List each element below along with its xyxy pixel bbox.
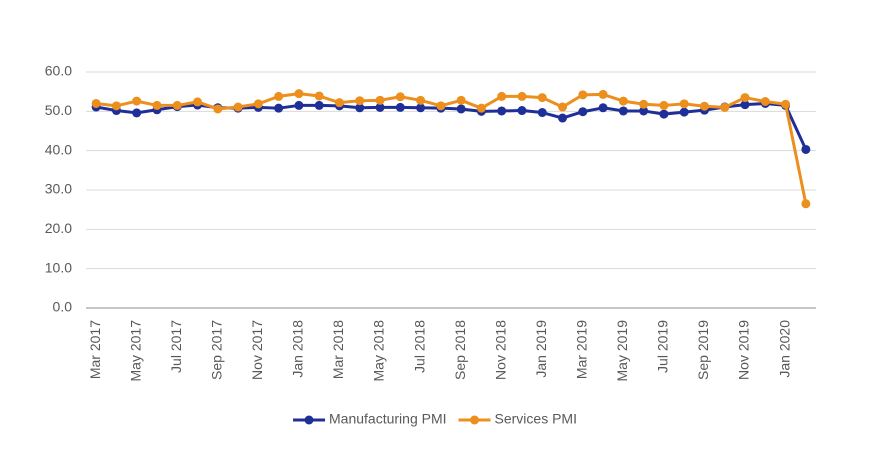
x-tick-label: Jul 2018 — [411, 320, 427, 373]
data-point — [294, 89, 304, 99]
x-tick-label: Jan 2019 — [533, 320, 549, 378]
x-tick-label: Jan 2020 — [776, 320, 792, 378]
data-point — [456, 104, 466, 114]
data-point — [699, 101, 709, 111]
data-point — [720, 102, 730, 112]
data-point — [375, 95, 385, 105]
data-point — [598, 89, 608, 99]
x-tick-label: Sep 2018 — [452, 320, 468, 380]
data-point — [355, 103, 365, 113]
data-point — [801, 144, 811, 154]
x-tick-label: Nov 2017 — [249, 320, 265, 380]
data-point — [517, 106, 527, 116]
data-point — [294, 100, 304, 110]
data-point — [416, 103, 426, 113]
data-point — [456, 95, 466, 105]
x-tick-label: Mar 2017 — [87, 320, 103, 379]
data-point — [274, 91, 284, 101]
data-point — [334, 98, 344, 108]
data-point — [537, 93, 547, 103]
legend-marker — [304, 415, 314, 425]
x-tick-label: Jul 2019 — [655, 320, 671, 373]
legend-label: Services PMI — [495, 411, 577, 427]
data-point — [659, 100, 669, 110]
data-point — [132, 108, 142, 118]
x-tick-label: Jul 2017 — [168, 320, 184, 373]
legend-marker — [470, 415, 480, 425]
data-point — [476, 103, 486, 113]
x-tick-label: Jan 2018 — [290, 320, 306, 378]
data-point — [213, 104, 223, 114]
data-point — [395, 92, 405, 102]
x-tick-label: May 2017 — [127, 320, 143, 382]
data-point — [639, 106, 649, 116]
legend-label: Manufacturing PMI — [329, 411, 447, 427]
data-point — [172, 100, 182, 110]
data-point — [679, 107, 689, 117]
data-point — [152, 100, 162, 110]
data-point — [314, 91, 324, 101]
data-point — [598, 103, 608, 113]
data-point — [740, 100, 750, 110]
series-line — [95, 101, 808, 151]
data-point — [355, 96, 365, 106]
data-point — [111, 101, 121, 111]
data-point — [436, 101, 446, 111]
data-point — [91, 98, 101, 108]
y-tick-label: 30.0 — [45, 181, 72, 197]
y-tick-label: 50.0 — [45, 102, 72, 118]
data-point — [740, 93, 750, 103]
data-point — [781, 99, 791, 109]
data-point — [760, 97, 770, 106]
y-tick-label: 10.0 — [45, 259, 72, 275]
data-point — [679, 99, 689, 109]
data-point — [132, 96, 142, 106]
x-tick-label: Sep 2019 — [695, 320, 711, 380]
data-point — [375, 102, 385, 112]
data-point — [801, 199, 811, 209]
data-point — [578, 107, 588, 117]
x-tick-label: Mar 2018 — [330, 320, 346, 379]
y-tick-label: 60.0 — [45, 63, 72, 79]
x-tick-label: Sep 2017 — [209, 320, 225, 380]
x-tick-label: May 2018 — [371, 320, 387, 382]
data-point — [193, 97, 203, 107]
data-point — [659, 109, 669, 119]
data-point — [578, 90, 588, 100]
data-point — [497, 91, 507, 101]
y-tick-label: 40.0 — [45, 141, 72, 157]
data-point — [558, 102, 568, 112]
x-tick-label: May 2019 — [614, 320, 630, 382]
data-point — [233, 102, 243, 112]
y-tick-label: 20.0 — [45, 220, 72, 236]
data-point — [639, 99, 649, 109]
data-point — [558, 113, 568, 123]
data-point — [274, 103, 284, 113]
data-point — [395, 102, 405, 112]
data-point — [253, 99, 263, 109]
data-point — [618, 106, 628, 116]
data-point — [537, 108, 547, 118]
data-point — [618, 96, 628, 106]
legend: Manufacturing PMI Services PMI — [293, 411, 577, 427]
data-point — [416, 95, 426, 105]
y-tick-label: 0.0 — [53, 299, 73, 315]
x-tick-label: Nov 2019 — [736, 320, 752, 380]
data-point — [497, 106, 507, 116]
x-tick-label: Mar 2019 — [574, 320, 590, 379]
x-tick-label: Nov 2018 — [492, 320, 508, 380]
data-point — [517, 91, 527, 101]
data-point — [314, 100, 324, 110]
